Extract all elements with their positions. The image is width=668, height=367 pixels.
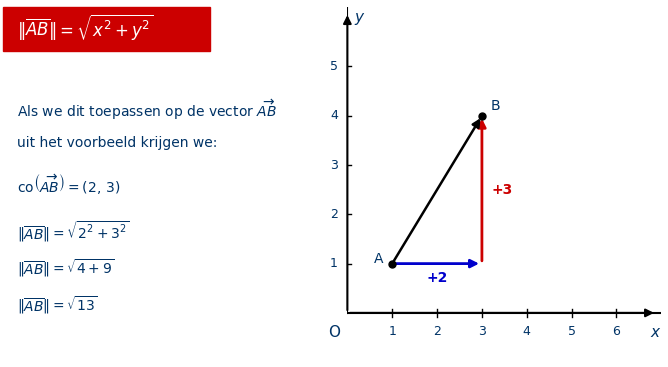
Text: Als we dit toepassen op de vector $\overrightarrow{AB}$: Als we dit toepassen op de vector $\over… (17, 98, 277, 123)
FancyBboxPatch shape (3, 7, 210, 51)
Text: 3: 3 (478, 325, 486, 338)
Text: 4: 4 (330, 109, 338, 122)
Text: 2: 2 (433, 325, 441, 338)
Text: $\|\overline{AB}\| = \sqrt{4 + 9}$: $\|\overline{AB}\| = \sqrt{4 + 9}$ (17, 257, 115, 279)
Text: 5: 5 (330, 60, 338, 73)
Text: $\|\overline{AB}\| = \sqrt{2^2 + 3^2}$: $\|\overline{AB}\| = \sqrt{2^2 + 3^2}$ (17, 219, 130, 244)
Text: 3: 3 (330, 159, 338, 171)
Text: 4: 4 (523, 325, 530, 338)
Text: uit het voorbeeld krijgen we:: uit het voorbeeld krijgen we: (17, 136, 217, 150)
Text: +2: +2 (426, 271, 448, 286)
Text: 5: 5 (568, 325, 576, 338)
Text: $\|\overline{AB}\| = \sqrt{13}$: $\|\overline{AB}\| = \sqrt{13}$ (17, 294, 98, 316)
Text: 1: 1 (388, 325, 396, 338)
Text: 6: 6 (613, 325, 621, 338)
Text: x: x (650, 325, 659, 340)
Text: 2: 2 (330, 208, 338, 221)
Text: y: y (354, 10, 363, 25)
Text: A: A (374, 252, 383, 266)
Text: O: O (328, 325, 340, 340)
Text: $\|\overline{AB}\| = \sqrt{x^2 + y^2}$: $\|\overline{AB}\| = \sqrt{x^2 + y^2}$ (17, 12, 154, 43)
Text: +3: +3 (492, 183, 513, 197)
Text: 1: 1 (330, 257, 338, 270)
Text: $\mathrm{co}\left(\overrightarrow{AB}\right) = (2,\,3)$: $\mathrm{co}\left(\overrightarrow{AB}\ri… (17, 171, 120, 196)
Text: B: B (490, 99, 500, 113)
